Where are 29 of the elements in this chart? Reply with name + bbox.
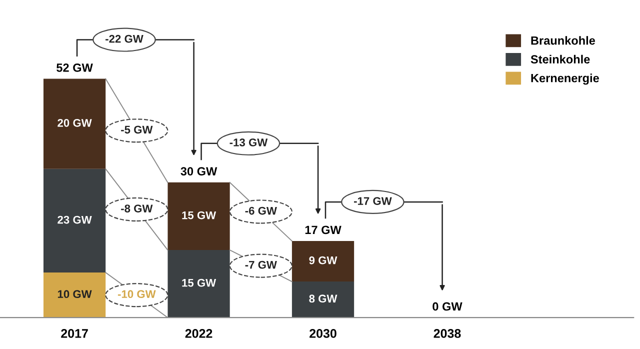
data-label: 8 GW — [309, 294, 338, 303]
annotation: -7 GW — [245, 260, 277, 269]
bar — [43, 78, 106, 169]
x-tick-label: 2022 — [185, 329, 212, 338]
annotation: -10 GW — [118, 290, 156, 298]
text: -22 GW — [106, 34, 144, 43]
data-label: 23 GW — [58, 216, 92, 224]
data-label: 15 GW — [182, 211, 216, 220]
annotation: -8 GW — [121, 204, 153, 212]
data-label: 20 GW — [58, 118, 92, 127]
x-tick-label: 2030 — [310, 329, 336, 338]
data-label: 15 GW — [182, 278, 216, 287]
total-label: 30 GW — [180, 167, 218, 176]
bar — [168, 182, 230, 250]
annotation: -17 GW — [354, 197, 392, 205]
annotation: -13 GW — [230, 138, 268, 146]
bar — [292, 282, 354, 318]
legend-label: Braunkohle — [531, 36, 596, 45]
legend-label: Kernenergie — [531, 74, 599, 85]
x-tick-label: 2017 — [61, 329, 88, 338]
annotation: -6 GW — [245, 206, 277, 215]
x-tick-label: 2038 — [434, 329, 461, 338]
annotation: -5 GW — [121, 126, 153, 134]
data-label: 9 GW — [309, 256, 338, 264]
legend-label: Steinkohle — [530, 54, 590, 64]
total-label: 52 GW — [56, 64, 93, 72]
data-label: 10 GW — [58, 290, 92, 298]
total-label: 17 GW — [305, 226, 342, 234]
total-label: 0 GW — [432, 302, 462, 311]
